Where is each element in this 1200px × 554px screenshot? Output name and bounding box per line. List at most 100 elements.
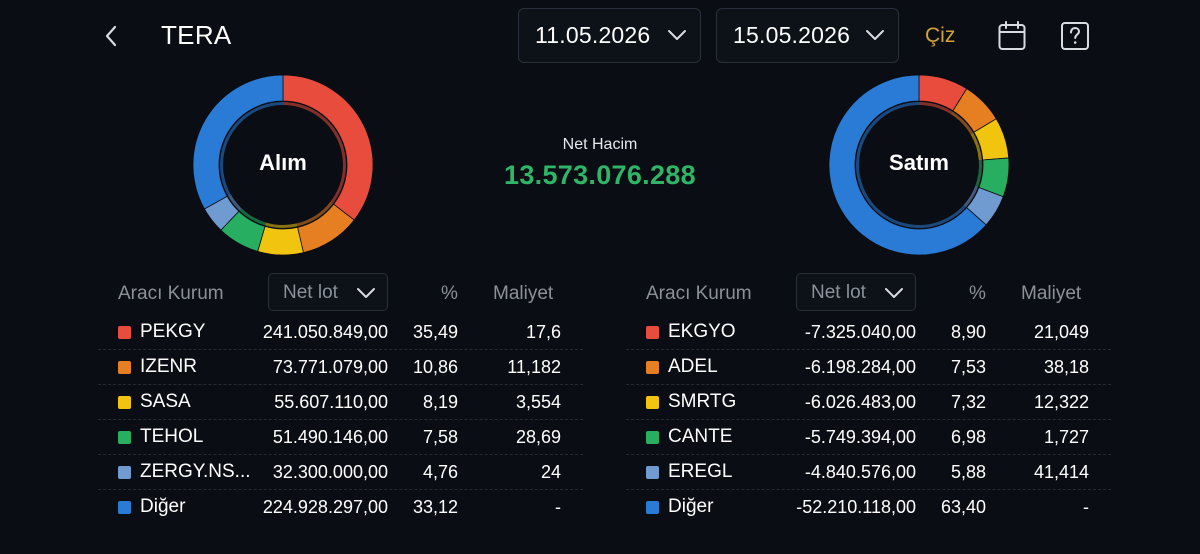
cost-value: 41,414 [1033,462,1089,482]
color-swatch [646,431,659,444]
net-lot-select[interactable]: Net lot [796,273,916,311]
broker-name: SMRTG [668,391,737,412]
donut-inner-ring [975,160,982,188]
table-row[interactable]: SMRTG -6.026.483,00 7,32 12,322 [626,385,1111,420]
color-swatch [646,396,659,409]
percent-value: 8,90 [950,322,986,342]
buy-table: Aracı Kurum Net lot % Maliyet PEKGY 241.0… [98,270,583,525]
sell-donut-chart [828,74,1010,256]
calendar-icon [998,21,1026,50]
cost-value: 3,554 [515,392,561,412]
net-lot-value: 51.490.146,00 [272,427,388,447]
cost-value: 24 [540,462,561,482]
percent-value: 5,88 [950,462,986,482]
table-row[interactable]: ZERGY.NS... 32.300.000,00 4,76 24 [98,455,583,490]
net-lot-value: -6.198.284,00 [804,357,916,377]
start-date-value: 11.05.2026 [535,22,651,48]
sell-donut-label: Satım [889,150,949,175]
donut-inner-ring [296,201,333,227]
broker-name: ADEL [668,356,718,377]
end-date-value: 15.05.2026 [733,22,851,48]
donut-inner-ring [283,102,346,204]
cost-value: - [555,497,561,517]
sell-rows: EKGYO -7.325.040,00 8,90 21,049 ADEL -6.198.2… [626,315,1111,525]
cost-value: 21,049 [1033,322,1089,342]
table-row[interactable]: TEHOL 51.490.146,00 7,58 28,69 [98,420,583,455]
table-row[interactable]: SASA 55.607.110,00 8,19 3,554 [98,385,583,420]
donut-slice [828,74,987,256]
cost-value: 11,182 [507,357,561,377]
donut-inner-ring [239,208,267,226]
donut-inner-ring [856,102,966,228]
broker-name: PEKGY [140,321,206,342]
sell-table: Aracı Kurum Net lot % Maliyet EKGYO -7.32… [626,270,1111,525]
net-lot-value: 55.607.110,00 [274,392,388,412]
table-row[interactable]: Diğer -52.210.118,00 63,40 - [626,490,1111,525]
donut-slice [282,74,374,221]
broker-name: Diğer [668,496,714,517]
table-header: Aracı Kurum Net lot % Maliyet [98,270,583,315]
net-lot-value: -5.749.394,00 [804,427,916,447]
percent-header: % [441,283,458,304]
table-row[interactable]: Diğer 224.928.297,00 33,12 - [98,490,583,525]
net-lot-value: 73.771.079,00 [272,357,388,377]
net-lot-select[interactable]: Net lot [268,273,388,311]
broker-name: EKGYO [668,321,736,342]
percent-value: 4,76 [422,462,458,482]
broker-name: ZERGY.NS... [140,461,251,482]
cost-value: 1,727 [1043,427,1089,447]
net-lot-value: -52.210.118,00 [796,497,916,517]
percent-value: 10,86 [412,357,458,377]
percent-value: 7,32 [950,392,986,412]
broker-name: Diğer [140,496,186,517]
percent-value: 7,53 [950,357,986,377]
color-swatch [118,466,131,479]
table-row[interactable]: ADEL -6.198.284,00 7,53 38,18 [626,350,1111,385]
donut-inner-ring [228,194,242,211]
end-date-select[interactable]: 15.05.2026 [716,8,899,63]
percent-value: 7,58 [422,427,458,447]
donut-inner-ring [950,111,974,135]
percent-value: 35,49 [412,322,458,342]
buy-donut-chart [192,74,374,256]
net-lot-value: -6.026.483,00 [804,392,916,412]
cost-header: Maliyet [1021,283,1082,304]
broker-name: SASA [140,391,191,412]
table-row[interactable]: PEKGY 241.050.849,00 35,49 17,6 [98,315,583,350]
color-swatch [118,431,131,444]
donut-slice [192,74,284,210]
start-date-select[interactable]: 11.05.2026 [518,8,701,63]
draw-button[interactable]: Çiz [925,24,956,47]
donut-slice [257,225,304,256]
donut-inner-ring [919,102,953,115]
net-lot-value: -4.840.576,00 [804,462,916,482]
donut-inner-ring [220,102,283,196]
net-lot-select-label: Net lot [283,282,338,303]
color-swatch [118,501,131,514]
color-swatch [118,361,131,374]
donut-inner-ring [963,186,978,207]
color-swatch [118,396,131,409]
net-lot-value: 32.300.000,00 [272,462,388,482]
table-row[interactable]: EREGL -4.840.576,00 5,88 41,414 [626,455,1111,490]
percent-header: % [969,283,986,304]
chevron-left-icon [105,25,117,47]
page-title: TERA [161,20,232,50]
color-swatch [646,466,659,479]
net-lot-select-label: Net lot [811,282,866,303]
top-bar: TERA 11.05.2026 15.05.2026 Çiz [0,0,1200,72]
table-row[interactable]: CANTE -5.749.394,00 6,98 1,727 [626,420,1111,455]
cost-header: Maliyet [493,283,554,304]
help-button[interactable] [1060,20,1090,52]
color-swatch [118,326,131,339]
cost-value: 12,322 [1033,392,1089,412]
table-row[interactable]: EKGYO -7.325.040,00 8,90 21,049 [626,315,1111,350]
percent-value: 8,19 [422,392,458,412]
net-volume-label: Net Hacim [562,136,638,153]
table-row[interactable]: IZENR 73.771.079,00 10,86 11,182 [98,350,583,385]
broker-name: IZENR [140,356,197,377]
calendar-button[interactable] [997,20,1027,52]
cost-value: 28,69 [515,427,561,447]
back-button[interactable] [100,22,124,50]
broker-name: TEHOL [140,426,204,447]
